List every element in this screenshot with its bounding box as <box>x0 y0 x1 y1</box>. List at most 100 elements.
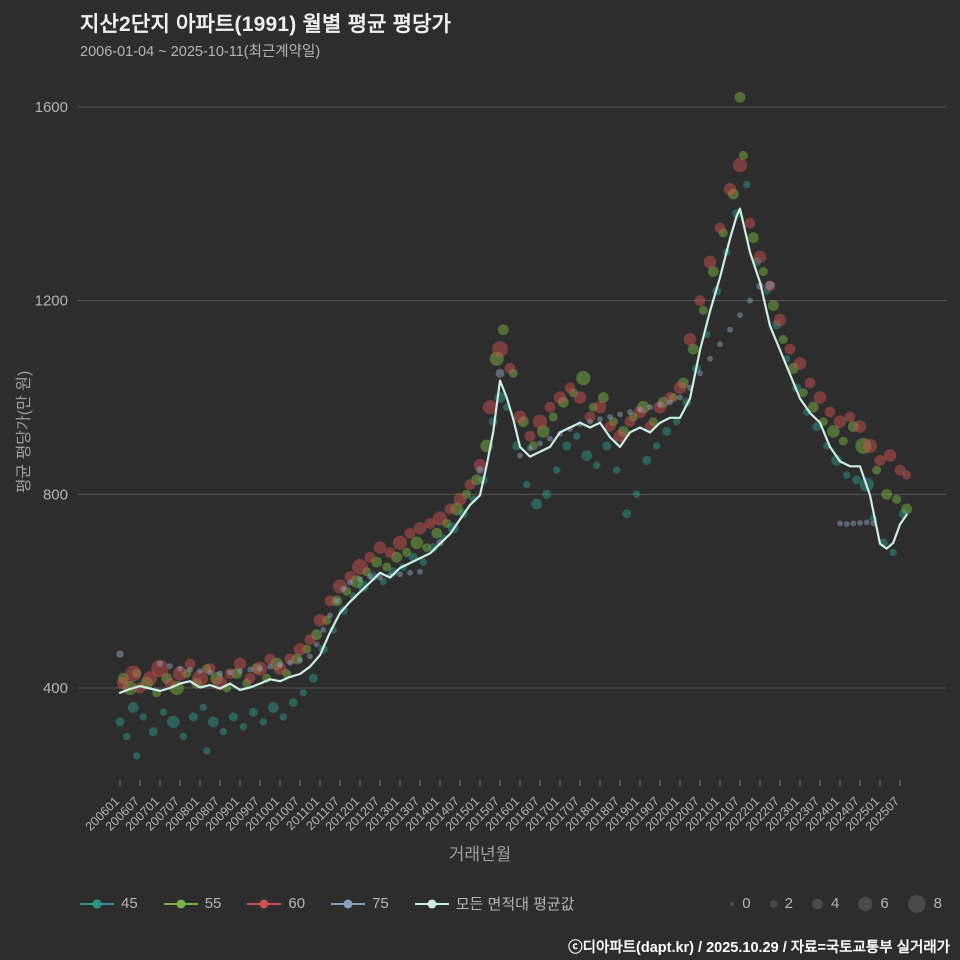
data-point <box>553 466 561 474</box>
data-point <box>747 232 759 244</box>
x-axis-label: 거래년월 <box>448 845 512 864</box>
data-point <box>827 425 840 438</box>
data-point <box>564 382 576 394</box>
data-point <box>179 732 187 741</box>
data-point <box>187 666 193 673</box>
data-point <box>613 429 627 443</box>
data-point <box>204 663 216 674</box>
legend-label: 55 <box>204 895 222 912</box>
data-point <box>824 406 836 418</box>
y-tick-label: 800 <box>43 486 68 503</box>
data-point <box>127 702 139 713</box>
data-point <box>453 492 467 506</box>
legend-row: 45 55 60 75 모든 면적대 평균값 0 2 4 6 8 <box>80 893 942 914</box>
data-point <box>683 333 697 346</box>
data-point <box>553 391 567 404</box>
data-point <box>697 370 703 377</box>
data-point <box>340 585 347 592</box>
data-point <box>495 368 505 378</box>
data-point <box>207 669 213 676</box>
data-point <box>248 707 258 717</box>
data-point <box>593 400 607 414</box>
data-point <box>199 703 207 712</box>
data-point <box>327 612 333 619</box>
data-point <box>703 255 717 269</box>
data-point <box>167 663 173 670</box>
data-point <box>384 547 396 558</box>
legend-label: 75 <box>372 895 389 912</box>
legend-label: 모든 면적대 평균값 <box>455 896 575 913</box>
data-point <box>622 509 632 519</box>
legend-label: 45 <box>121 895 138 912</box>
data-point <box>812 422 822 432</box>
legend-item-60[interactable]: 60 <box>247 895 305 912</box>
data-point <box>863 519 870 526</box>
legend-marker-icon <box>163 899 198 908</box>
data-point <box>744 217 756 229</box>
data-point <box>723 183 737 196</box>
size-legend-label: 8 <box>933 895 942 912</box>
data-point <box>239 723 247 731</box>
legend-item-모든 면적대 평균값[interactable]: 모든 면적대 평균값 <box>414 893 575 914</box>
series-legend: 45 55 60 75 모든 면적대 평균값 <box>80 893 575 914</box>
data-point <box>617 411 623 418</box>
legend-item-45[interactable]: 45 <box>80 895 138 912</box>
size-legend-label: 2 <box>784 895 793 912</box>
legend-marker-icon <box>331 899 366 908</box>
data-point <box>542 489 552 499</box>
data-point <box>476 466 484 474</box>
size-legend-label: 0 <box>742 895 751 912</box>
data-point <box>804 377 816 389</box>
data-point <box>344 571 356 582</box>
data-point <box>657 401 663 408</box>
data-point <box>422 543 432 553</box>
size-dot-icon <box>811 898 823 909</box>
size-legend-label: 4 <box>830 895 840 912</box>
data-point <box>784 343 796 355</box>
data-point <box>247 666 253 673</box>
legend-marker-icon <box>80 899 114 908</box>
y-tick-label: 1600 <box>35 99 68 116</box>
data-point <box>167 715 180 729</box>
data-point <box>203 747 211 755</box>
data-point <box>698 305 708 315</box>
data-point <box>881 488 893 500</box>
data-point <box>304 634 316 645</box>
data-point <box>313 641 320 648</box>
data-point <box>115 717 125 727</box>
legend-item-75[interactable]: 75 <box>331 895 389 912</box>
data-point <box>831 455 843 466</box>
data-point <box>687 343 699 355</box>
data-point <box>872 465 882 475</box>
data-point <box>637 406 643 413</box>
data-point <box>307 653 313 660</box>
data-point <box>157 660 163 667</box>
data-point <box>833 415 847 429</box>
page-subtitle: 2006-01-04 ~ 2025-10-11(최근계약일) <box>80 44 321 60</box>
data-point <box>177 665 183 672</box>
data-point <box>297 657 303 663</box>
data-point <box>184 658 196 670</box>
data-point <box>320 627 327 633</box>
data-point <box>838 436 848 446</box>
page-title: 지산2단지 아파트(1991) 월별 평균 평당가 <box>80 13 452 36</box>
data-point <box>737 312 743 319</box>
data-point <box>287 659 293 666</box>
data-point <box>573 391 587 404</box>
data-point <box>324 595 336 607</box>
data-point <box>219 727 227 736</box>
data-point <box>192 670 208 687</box>
data-point <box>548 412 558 422</box>
data-point <box>117 676 130 690</box>
data-point <box>217 670 223 677</box>
legend-marker-icon <box>414 899 449 908</box>
data-point <box>593 461 601 469</box>
data-point <box>151 659 169 678</box>
legend-item-55[interactable]: 55 <box>163 895 222 912</box>
data-point <box>333 598 340 604</box>
data-point <box>707 355 713 362</box>
data-point <box>123 732 131 741</box>
data-point <box>544 401 556 413</box>
